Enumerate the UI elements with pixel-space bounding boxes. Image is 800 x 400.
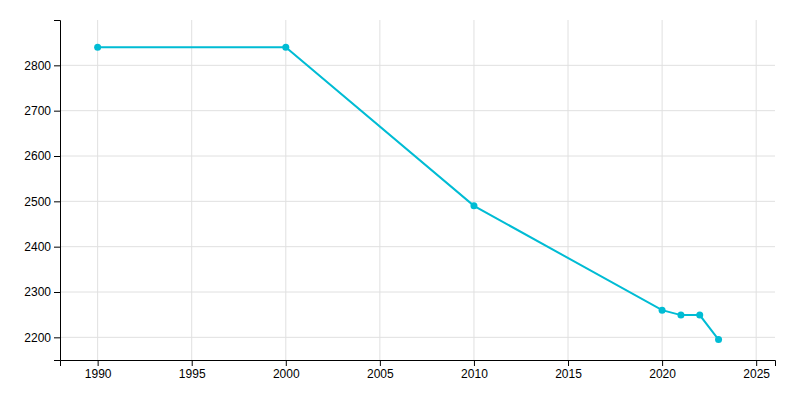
tick-mark [54,65,60,66]
tick: 1990 [85,360,112,381]
tick: 2025 [743,360,770,381]
point [470,202,477,209]
tick-mark [756,360,757,366]
y-axis: 2200 2300 2400 2500 2600 2700 2800 [24,21,60,361]
tick: 2600 [24,149,60,163]
grid-line [60,156,775,157]
tick: 2005 [367,360,394,381]
tick-label: 2300 [24,285,51,299]
tick: 2400 [24,240,60,254]
tick-label: 2020 [649,367,676,381]
tick-label: 2010 [461,367,488,381]
tick-label: 2015 [555,367,582,381]
tick-label: 2025 [743,367,770,381]
grid-line [60,110,775,111]
tick: 2700 [24,104,60,118]
tick-label: 2000 [273,367,300,381]
tick: 2300 [24,285,60,299]
tick: 1995 [179,360,206,381]
grid-line [60,65,775,66]
point [677,312,684,319]
point [659,307,666,314]
tick-mark [54,201,60,202]
line [98,47,719,339]
grid-line [60,246,775,247]
tick: 2200 [24,331,60,345]
x-axis: 1990 1995 2000 2005 2010 2015 2020 2025 [61,360,776,381]
grid-line [191,20,192,360]
grid-line [60,292,775,293]
tick: 2015 [555,360,582,381]
tick-label: 2600 [24,149,51,163]
point [696,312,703,319]
tick-mark [54,247,60,248]
axis-line [54,21,61,361]
tick-mark [380,360,381,366]
tick-label: 2005 [367,367,394,381]
axis-line [61,361,776,367]
tick-label: 2800 [24,59,51,73]
tick-mark [54,292,60,293]
tick-label: 2500 [24,195,51,209]
marks [94,44,722,343]
tick-mark [662,360,663,366]
tick-mark [286,360,287,366]
tick-mark [54,111,60,112]
chart: 1990 1995 2000 2005 2010 2015 2020 2025 2200 2300… [0,0,800,400]
grid-line [473,20,474,360]
tick: 2010 [461,360,488,381]
grid [60,20,775,360]
tick-mark [54,156,60,157]
point [282,44,289,51]
grid-line [568,20,569,360]
tick-label: 2200 [24,331,51,345]
grid-line [60,337,775,338]
tick: 2800 [24,59,60,73]
tick-label: 1995 [179,367,206,381]
tick-label: 1990 [85,367,112,381]
point [94,44,101,51]
tick-mark [98,360,99,366]
tick-label: 2700 [24,104,51,118]
grid-line [285,20,286,360]
plot-area: 1990 1995 2000 2005 2010 2015 2020 2025 2200 2300… [24,20,775,381]
grid-line [97,20,98,360]
tick: 2000 [273,360,300,381]
point [715,336,722,343]
grid-line [60,201,775,202]
tick: 2020 [649,360,676,381]
tick: 2500 [24,195,60,209]
tick-mark [568,360,569,366]
grid-line [379,20,380,360]
tick-mark [54,337,60,338]
tick-mark [192,360,193,366]
tick-mark [474,360,475,366]
tick-label: 2400 [24,240,51,254]
grid-line [756,20,757,360]
